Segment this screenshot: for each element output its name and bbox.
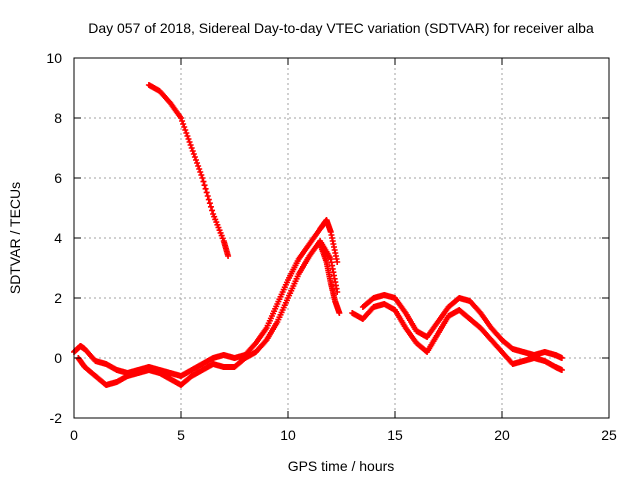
data-point [192,157,199,163]
grid-lines [74,58,609,418]
data-point [202,185,209,192]
data-point [185,136,192,142]
x-tick-label: 10 [280,427,296,443]
series-track-c [75,238,341,388]
data-point [198,172,205,178]
y-tick-label: 4 [54,230,62,246]
data-point [334,259,341,265]
data-point [195,163,202,169]
data-point [182,127,189,133]
axis-ticks [73,57,610,419]
series-track-e [359,292,565,361]
series-track-d [317,241,343,316]
y-tick-label: 0 [54,350,62,366]
data-point [196,166,203,172]
data-point [204,193,211,199]
data-point [184,133,191,139]
x-tick-label: 15 [387,427,403,443]
x-tick-label: 5 [177,427,185,443]
data-point [199,175,206,181]
data-point [558,367,565,373]
data-point [197,169,204,175]
data-point [207,203,214,210]
data-point [180,121,187,127]
data-point [188,145,195,151]
data-point [205,196,212,203]
x-axis-title: GPS time / hours [288,458,395,474]
data-point [558,355,565,361]
x-tick-label: 25 [601,427,617,443]
data-point [179,118,186,124]
data-point [181,124,188,130]
y-tick-label: 10 [46,50,62,66]
data-point [191,154,198,160]
data-point [225,253,232,259]
data-points [71,82,565,388]
x-tick-labels: 0 5 10 15 20 25 [70,427,617,443]
data-point [336,310,343,316]
data-point [190,151,197,157]
data-point [186,139,193,145]
x-tick-label: 20 [494,427,510,443]
data-point [187,142,194,148]
data-point [183,130,190,136]
y-tick-label: -2 [50,410,63,426]
data-point [178,115,184,121]
x-tick-label: 0 [70,427,78,443]
data-point [209,207,216,214]
y-axis-title: SDTVAR / TECUs [7,182,23,294]
data-point [200,178,207,185]
chart-title: Day 057 of 2018, Sidereal Day-to-day VTE… [88,20,594,36]
series-track-f [349,301,565,373]
data-point [203,189,210,196]
data-point [201,182,208,189]
y-tick-label: 8 [54,110,62,126]
series-track-a [145,82,232,259]
data-point [194,160,201,166]
data-point [189,148,196,154]
y-tick-label: 6 [54,170,62,186]
y-tick-label: 2 [54,290,62,306]
y-tick-labels: -2 0 2 4 6 8 10 [46,50,62,426]
data-point [206,200,213,207]
